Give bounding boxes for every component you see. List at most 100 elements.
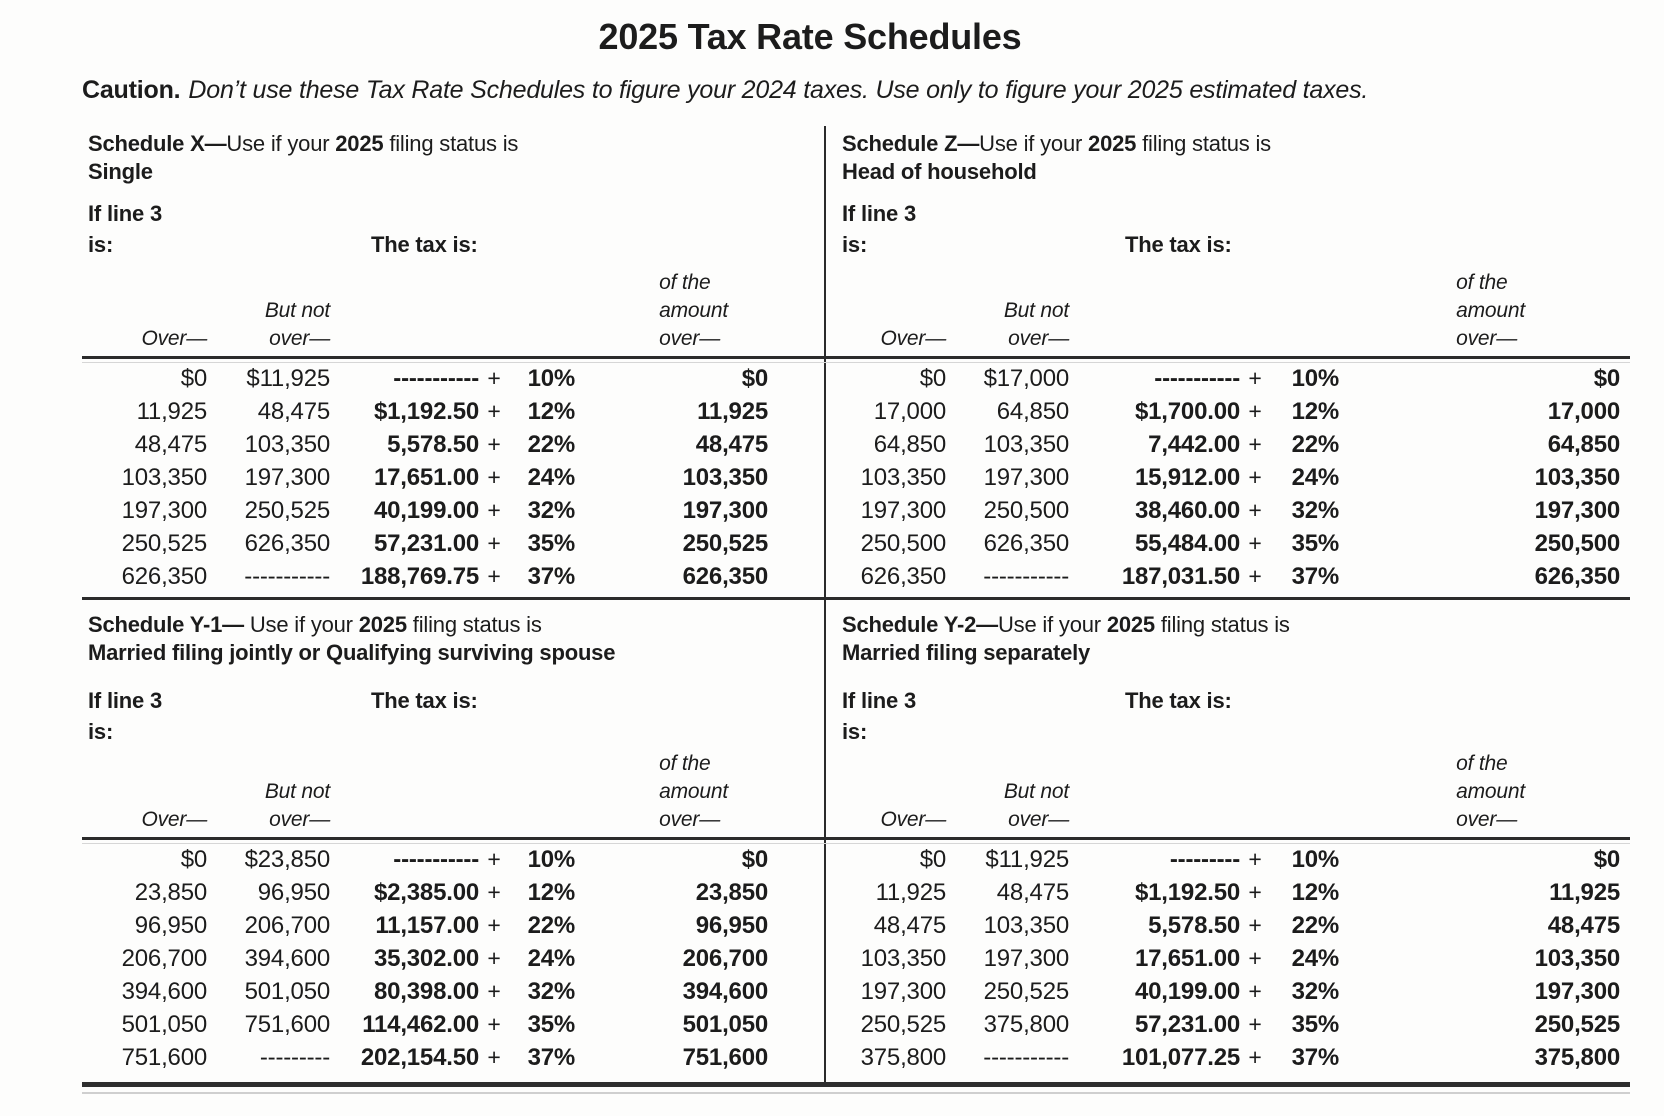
filing-status: Married filing jointly or Qualifying sur…: [88, 640, 616, 665]
but-not-over-cell: $11,925: [985, 845, 1069, 873]
amount-over-cell: 11,925: [697, 397, 768, 425]
but-not-over-cell: 103,350: [983, 911, 1070, 939]
but-not-over-cell: 375,800: [983, 1010, 1070, 1038]
rate-cell: 32%: [527, 496, 576, 524]
amount-over-cell: 501,050: [682, 1010, 769, 1038]
tax-amount-cell: 57,231.00: [1135, 1010, 1240, 1038]
but-not-over-cell: 626,350: [983, 529, 1070, 557]
plus-sign: +: [487, 497, 501, 523]
over-cell: 751,600: [121, 1043, 208, 1071]
schedule-y1-table: $0 $23,850 ----------- + 10% $0 23,850 9…: [88, 843, 769, 1074]
over-cell: 103,350: [121, 463, 208, 491]
rate-cell: 32%: [1291, 977, 1340, 1005]
amount-over-column-header: of the amount over—: [1456, 271, 1525, 350]
header-rule-top: [82, 356, 1630, 363]
plus-sign: +: [487, 563, 501, 589]
schedule-y2-table: $0 $11,925 --------- + 10% $0 11,925 48,…: [842, 843, 1621, 1074]
but-not-over-cell: 206,700: [244, 911, 331, 939]
tax-bracket-row: 206,700 394,600 35,302.00 + 24% 206,700: [88, 942, 769, 975]
filing-status: Single: [88, 159, 153, 184]
plus-sign: +: [487, 530, 501, 556]
over-cell: 250,500: [860, 529, 947, 557]
over-cell: 197,300: [860, 496, 947, 524]
but-not-over-cell: 197,300: [244, 463, 331, 491]
but-not-over-column-header: But not over—: [264, 780, 330, 831]
tax-bracket-row: 626,350 ----------- 187,031.50 + 37% 626…: [842, 560, 1621, 593]
rate-cell: 22%: [1291, 911, 1340, 939]
amount-over-cell: $0: [741, 364, 768, 392]
over-column-header: Over—: [880, 327, 946, 350]
plus-sign: +: [1248, 431, 1262, 457]
tax-bracket-row: 197,300 250,525 40,199.00 + 32% 197,300: [88, 494, 769, 527]
tax-amount-cell: -----------: [393, 364, 479, 392]
tax-bracket-row: 48,475 103,350 5,578.50 + 22% 48,475: [842, 909, 1620, 942]
rate-cell: 24%: [1291, 944, 1340, 972]
tax-amount-cell: 17,651.00: [374, 463, 479, 491]
tax-amount-cell: 80,398.00: [374, 977, 479, 1005]
tax-amount-cell: $1,192.50: [374, 397, 479, 425]
over-cell: 103,350: [860, 463, 947, 491]
column-headers: Over— But not over— of the amount over—: [88, 269, 768, 353]
schedule-title: Schedule Z—Use if your 2025 filing statu…: [842, 131, 1271, 184]
plus-sign: +: [1248, 1011, 1262, 1037]
but-not-over-cell: $23,850: [244, 845, 331, 873]
but-not-over-cell: 626,350: [244, 529, 331, 557]
rate-cell: 12%: [527, 397, 576, 425]
tax-amount-cell: 35,302.00: [374, 944, 479, 972]
tax-amount-cell: 114,462.00: [362, 1010, 479, 1038]
tax-amount-cell: 5,578.50: [1148, 911, 1240, 939]
rate-cell: 32%: [527, 977, 576, 1005]
amount-over-cell: $0: [1593, 845, 1620, 873]
rate-cell: 37%: [1291, 1043, 1340, 1071]
over-cell: $0: [919, 364, 946, 392]
plus-sign: +: [1248, 530, 1262, 556]
the-tax-is-label: The tax is:: [371, 232, 478, 257]
amount-over-cell: 206,700: [682, 944, 769, 972]
tax-amount-cell: -----------: [393, 845, 479, 873]
column-headers: Over— But not over— of the amount over—: [88, 750, 768, 834]
rate-cell: 24%: [527, 944, 576, 972]
over-column-header: Over—: [880, 808, 946, 831]
amount-over-cell: 103,350: [682, 463, 769, 491]
column-headers: Over— But not over— of the amount over—: [842, 750, 1620, 834]
plus-sign: +: [487, 1044, 501, 1070]
tax-amount-cell: 11,157.00: [375, 911, 479, 939]
column-headers: Over— But not over— of the amount over—: [842, 269, 1620, 353]
over-cell: $0: [919, 845, 946, 873]
schedule-title: Schedule X—Use if your 2025 filing statu…: [88, 131, 519, 184]
rate-cell: 10%: [1291, 364, 1340, 392]
plus-sign: +: [1248, 879, 1262, 905]
rate-cell: 10%: [527, 364, 576, 392]
plus-sign: +: [1248, 912, 1262, 938]
tax-amount-cell: -----------: [1154, 364, 1240, 392]
amount-over-cell: 626,350: [1534, 562, 1621, 590]
if-line-3-label: If line 3 is: The tax is:: [842, 198, 1232, 260]
tax-bracket-row: 64,850 103,350 7,442.00 + 22% 64,850: [842, 428, 1620, 461]
over-cell: 250,525: [860, 1010, 947, 1038]
over-cell: 11,925: [875, 878, 947, 906]
amount-over-cell: 375,800: [1534, 1043, 1621, 1071]
tax-bracket-row: 23,850 96,950 $2,385.00 + 12% 23,850: [88, 876, 768, 909]
rate-cell: 10%: [1291, 845, 1340, 873]
if-line-3-label: If line 3 The tax is: is:: [88, 685, 478, 747]
tax-bracket-row: 103,350 197,300 17,651.00 + 24% 103,350: [88, 461, 769, 494]
over-cell: 23,850: [134, 878, 207, 906]
but-not-over-cell: -----------: [983, 1043, 1069, 1071]
tax-amount-cell: 187,031.50: [1121, 562, 1240, 590]
tax-bracket-row: 250,525 626,350 57,231.00 + 35% 250,525: [88, 527, 769, 560]
if-line-3-label: If line 3 The tax is: is:: [842, 685, 1232, 747]
tax-amount-cell: 7,442.00: [1148, 430, 1240, 458]
plus-sign: +: [487, 945, 501, 971]
over-cell: 626,350: [860, 562, 947, 590]
plus-sign: +: [1248, 978, 1262, 1004]
rate-cell: 35%: [527, 529, 576, 557]
over-cell: 11,925: [136, 397, 208, 425]
tax-amount-cell: 15,912.00: [1135, 463, 1240, 491]
caution-note: Caution. Don’t use these Tax Rate Schedul…: [82, 74, 1582, 106]
caution-label: Caution.: [82, 76, 181, 104]
over-cell: 197,300: [860, 977, 947, 1005]
schedule-z-table: $0 $17,000 ----------- + 10% $0 17,000 6…: [842, 362, 1621, 593]
but-not-over-cell: 103,350: [983, 430, 1070, 458]
tax-amount-cell: 17,651.00: [1135, 944, 1240, 972]
